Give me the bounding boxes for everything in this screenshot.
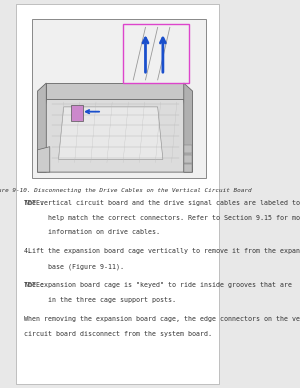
Polygon shape xyxy=(184,83,193,172)
Bar xyxy=(123,24,189,83)
Bar xyxy=(71,105,83,121)
Text: Figure 9-10. Disconnecting the Drive Cables on the Vertical Circuit Board: Figure 9-10. Disconnecting the Drive Cab… xyxy=(0,188,252,193)
Polygon shape xyxy=(184,145,193,153)
Text: in the three cage support posts.: in the three cage support posts. xyxy=(24,297,176,303)
Text: When removing the expansion board cage, the edge connectors on the vertical: When removing the expansion board cage, … xyxy=(24,316,300,322)
Text: circuit board disconnect from the system board.: circuit board disconnect from the system… xyxy=(24,331,212,337)
Text: Lift the expansion board cage vertically to remove it from the expansion: Lift the expansion board cage vertically… xyxy=(24,248,300,255)
Polygon shape xyxy=(184,154,193,163)
Text: information on drive cables.: information on drive cables. xyxy=(24,229,160,235)
Text: help match the correct connectors. Refer to Section 9.15 for more: help match the correct connectors. Refer… xyxy=(24,215,300,220)
Text: NOTE:: NOTE: xyxy=(24,200,44,206)
Text: NOTE:: NOTE: xyxy=(24,282,44,288)
Polygon shape xyxy=(38,147,50,172)
Text: The vertical circuit board and the drive signal cables are labeled to: The vertical circuit board and the drive… xyxy=(24,200,300,206)
Text: The expansion board cage is "keyed" to ride inside grooves that are: The expansion board cage is "keyed" to r… xyxy=(24,282,292,288)
Text: 4.: 4. xyxy=(24,248,32,255)
Text: base (Figure 9-11).: base (Figure 9-11). xyxy=(24,263,124,270)
Polygon shape xyxy=(38,99,193,172)
Polygon shape xyxy=(184,164,193,172)
Polygon shape xyxy=(38,83,46,172)
Polygon shape xyxy=(58,107,163,159)
Bar xyxy=(32,19,206,178)
Polygon shape xyxy=(46,83,184,99)
